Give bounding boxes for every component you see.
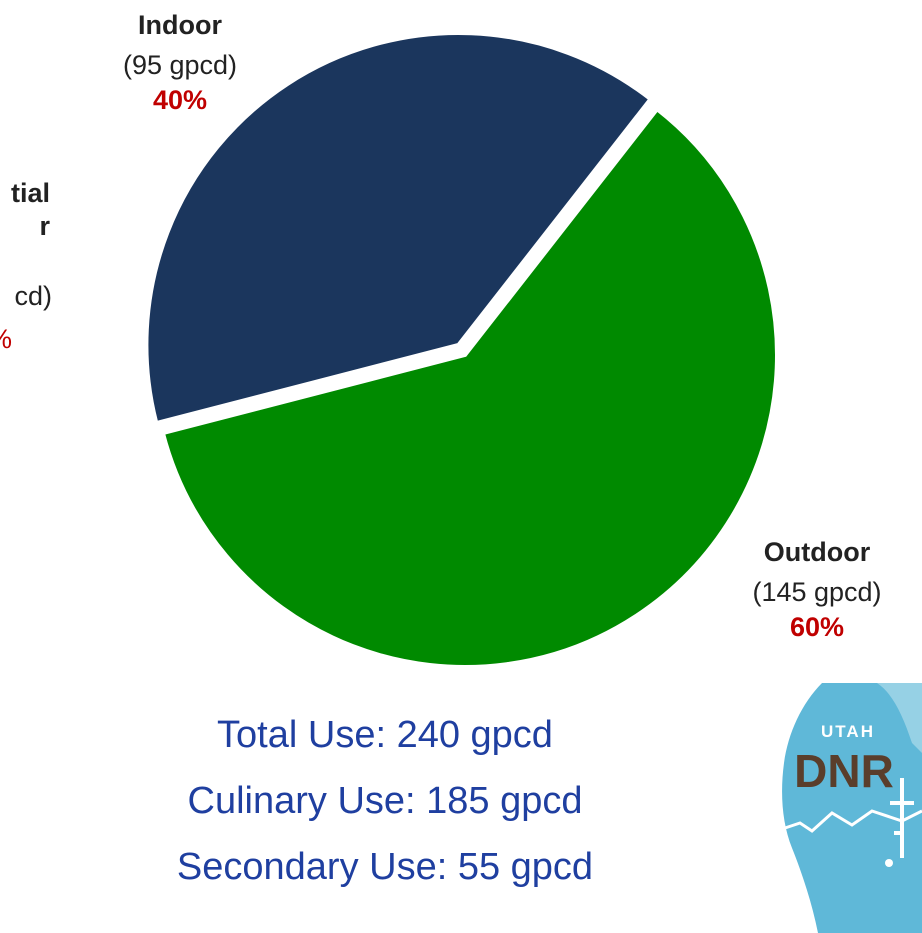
pie-slice-indoor: [144, 30, 654, 426]
total-use-text: Total Use: 240 gpcd: [217, 714, 553, 756]
outdoor-label: Outdoor (145 gpcd) 60%: [712, 537, 922, 643]
outdoor-detail: (145 gpcd): [752, 577, 882, 607]
logo-top-text: UTAH: [821, 722, 875, 741]
secondary-use-text: Secondary Use: 55 gpcd: [176, 846, 594, 888]
indoor-percent: 40%: [152, 85, 208, 115]
pie-slice-outdoor: [160, 106, 779, 669]
indoor-detail: (95 gpcd): [122, 50, 238, 80]
culinary-use-text: Culinary Use: 185 gpcd: [187, 780, 583, 822]
indoor-label: Indoor (95 gpcd) 40%: [80, 10, 280, 116]
cut-off-label-line2: r: [39, 211, 50, 241]
cut-off-slice-label: tial r: [0, 178, 50, 242]
outdoor-name: Outdoor: [763, 537, 871, 567]
utah-dnr-logo: UTAH DNR: [769, 683, 922, 933]
outdoor-percent: 60%: [789, 612, 845, 642]
logo-main-text: DNR: [794, 745, 894, 797]
cut-off-label-percent: %: [0, 324, 12, 355]
indoor-name: Indoor: [138, 10, 222, 40]
cut-off-label-detail: cd): [14, 281, 52, 311]
cut-off-label-line1: tial: [10, 178, 50, 208]
